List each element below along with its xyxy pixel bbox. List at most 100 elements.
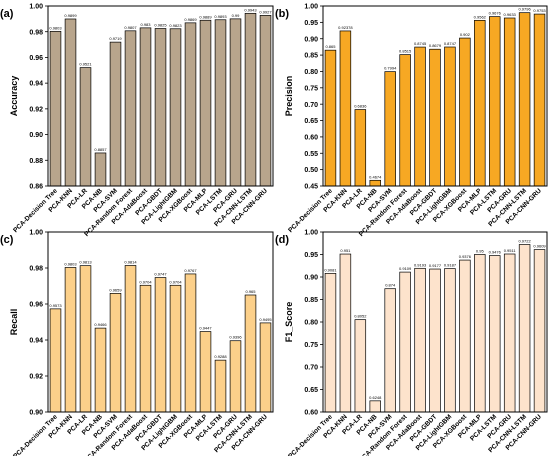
y-tick-label: 0.75 <box>304 342 318 349</box>
bar-8 <box>154 28 167 187</box>
bar-10 <box>184 273 197 413</box>
y-tick-label: 0.85 <box>304 297 318 304</box>
bar-7 <box>139 284 152 413</box>
bar-5 <box>109 293 122 413</box>
y-tick-label: 0.90 <box>29 410 43 417</box>
data-label-9: 0.9187 <box>444 263 457 268</box>
bar-1 <box>49 30 62 187</box>
bar-3 <box>79 67 92 187</box>
bar-6 <box>124 265 137 413</box>
y-tick-label: 1.00 <box>29 4 43 11</box>
data-label-1: 0.865 <box>325 44 336 49</box>
y-axis-title: Accuracy <box>9 76 19 117</box>
bar-14 <box>244 294 257 413</box>
data-label-12: 0.9893 <box>214 14 227 19</box>
plot-frame <box>47 5 274 187</box>
data-label-12: 0.9288 <box>214 354 227 359</box>
data-label-5: 0.9719 <box>109 36 122 41</box>
y-tick-label: 0.86 <box>29 184 43 191</box>
y-tick-label: 1.00 <box>29 230 43 237</box>
bar-4 <box>369 179 381 187</box>
data-label-14: 0.9796 <box>518 7 531 12</box>
bar-9 <box>444 268 456 413</box>
data-label-14: 0.965 <box>245 289 256 294</box>
data-label-6: 0.9807 <box>124 25 137 30</box>
data-label-8: 0.8679 <box>429 43 442 48</box>
bar-14 <box>518 12 531 187</box>
bar-10 <box>459 259 471 413</box>
bar-15 <box>533 249 546 413</box>
data-label-4: 0.9466 <box>94 322 107 327</box>
panel-label: (b) <box>275 8 289 20</box>
data-label-6: 0.8515 <box>399 49 412 54</box>
data-label-13: 0.9633 <box>504 12 517 17</box>
bar-14 <box>518 244 531 413</box>
bar-7 <box>414 267 426 413</box>
plot-frame <box>47 231 274 413</box>
data-label-11: 0.9889 <box>199 14 212 19</box>
data-label-4: 0.4674 <box>369 174 382 179</box>
data-label-13: 0.9396 <box>229 335 242 340</box>
y-tick-label: 0.94 <box>29 338 43 345</box>
y-tick-label: 0.75 <box>304 85 318 92</box>
data-label-9: 0.9704 <box>169 279 182 284</box>
bar-12 <box>489 16 501 187</box>
bar-5 <box>109 41 122 187</box>
panel-label: (d) <box>275 234 289 246</box>
bar-1 <box>324 49 337 187</box>
data-label-7: 0.983 <box>140 22 151 27</box>
y-tick-label: 0.90 <box>304 275 318 282</box>
data-label-13: 0.9511 <box>504 248 517 253</box>
data-label-10: 0.9869 <box>184 17 197 22</box>
bar-2 <box>64 18 77 187</box>
y-tick-label: 0.94 <box>29 81 43 88</box>
data-label-5: 0.874 <box>385 283 396 288</box>
chart-panel-3: (c)Recall0.900.920.940.960.981.000.9573P… <box>0 230 274 461</box>
data-label-15: 0.9609 <box>533 244 546 249</box>
bar-6 <box>399 54 411 187</box>
bar-11 <box>199 19 212 187</box>
chart-panel-4: (d) F1_Score 0.60 0.65 0.70 0.75 0.80 0.85 0.90 0… <box>275 230 548 461</box>
y-tick-label: 0.65 <box>304 118 318 125</box>
chart-panel-2: (b) Precision 0.45 0.50 0.55 0.60 0.65 0.70 0.75… <box>275 4 548 238</box>
data-label-12: 0.9676 <box>489 11 502 16</box>
bar-12 <box>214 19 227 187</box>
bar-14 <box>244 12 257 187</box>
data-label-1: 0.9803 <box>49 25 62 30</box>
y-tick-label: 0.70 <box>304 102 318 109</box>
bar-9 <box>444 46 456 187</box>
bar-13 <box>503 253 516 413</box>
y-tick-label: 0.90 <box>29 132 43 139</box>
y-tick-label: 0.98 <box>29 29 43 36</box>
bar-3 <box>79 265 92 413</box>
data-label-4: 0.6248 <box>369 395 382 400</box>
y-tick-label: 0.60 <box>304 135 318 142</box>
data-label-2: 0.9899 <box>64 13 77 18</box>
data-label-11: 0.95 <box>476 249 485 254</box>
data-label-12: 0.9476 <box>489 250 502 255</box>
bar-15 <box>259 322 272 413</box>
bar-5 <box>384 288 396 413</box>
data-label-15: 0.9495 <box>259 317 272 322</box>
data-label-7: 0.9704 <box>139 279 152 284</box>
y-tick-label: 0.45 <box>304 184 318 191</box>
data-label-9: 0.9823 <box>169 23 182 28</box>
y-tick-label: 0.60 <box>304 410 318 417</box>
data-label-5: 0.9659 <box>109 287 122 292</box>
data-label-2: 0.9803 <box>64 261 77 266</box>
data-label-3: 0.9521 <box>79 62 92 67</box>
data-label-2: 0.92378 <box>338 25 353 30</box>
bar-8 <box>154 277 167 413</box>
y-tick-label: 0.80 <box>304 69 318 76</box>
bar-2 <box>64 267 77 413</box>
plot-frame <box>322 231 548 413</box>
data-label-4: 0.8857 <box>94 147 107 152</box>
bar-10 <box>459 37 471 187</box>
bar-8 <box>429 48 441 187</box>
bar-6 <box>124 30 137 187</box>
y-tick-label: 0.65 <box>304 387 318 394</box>
y-tick-label: 0.95 <box>304 252 318 259</box>
y-tick-label: 0.96 <box>29 302 43 309</box>
y-tick-label: 0.80 <box>304 320 318 327</box>
